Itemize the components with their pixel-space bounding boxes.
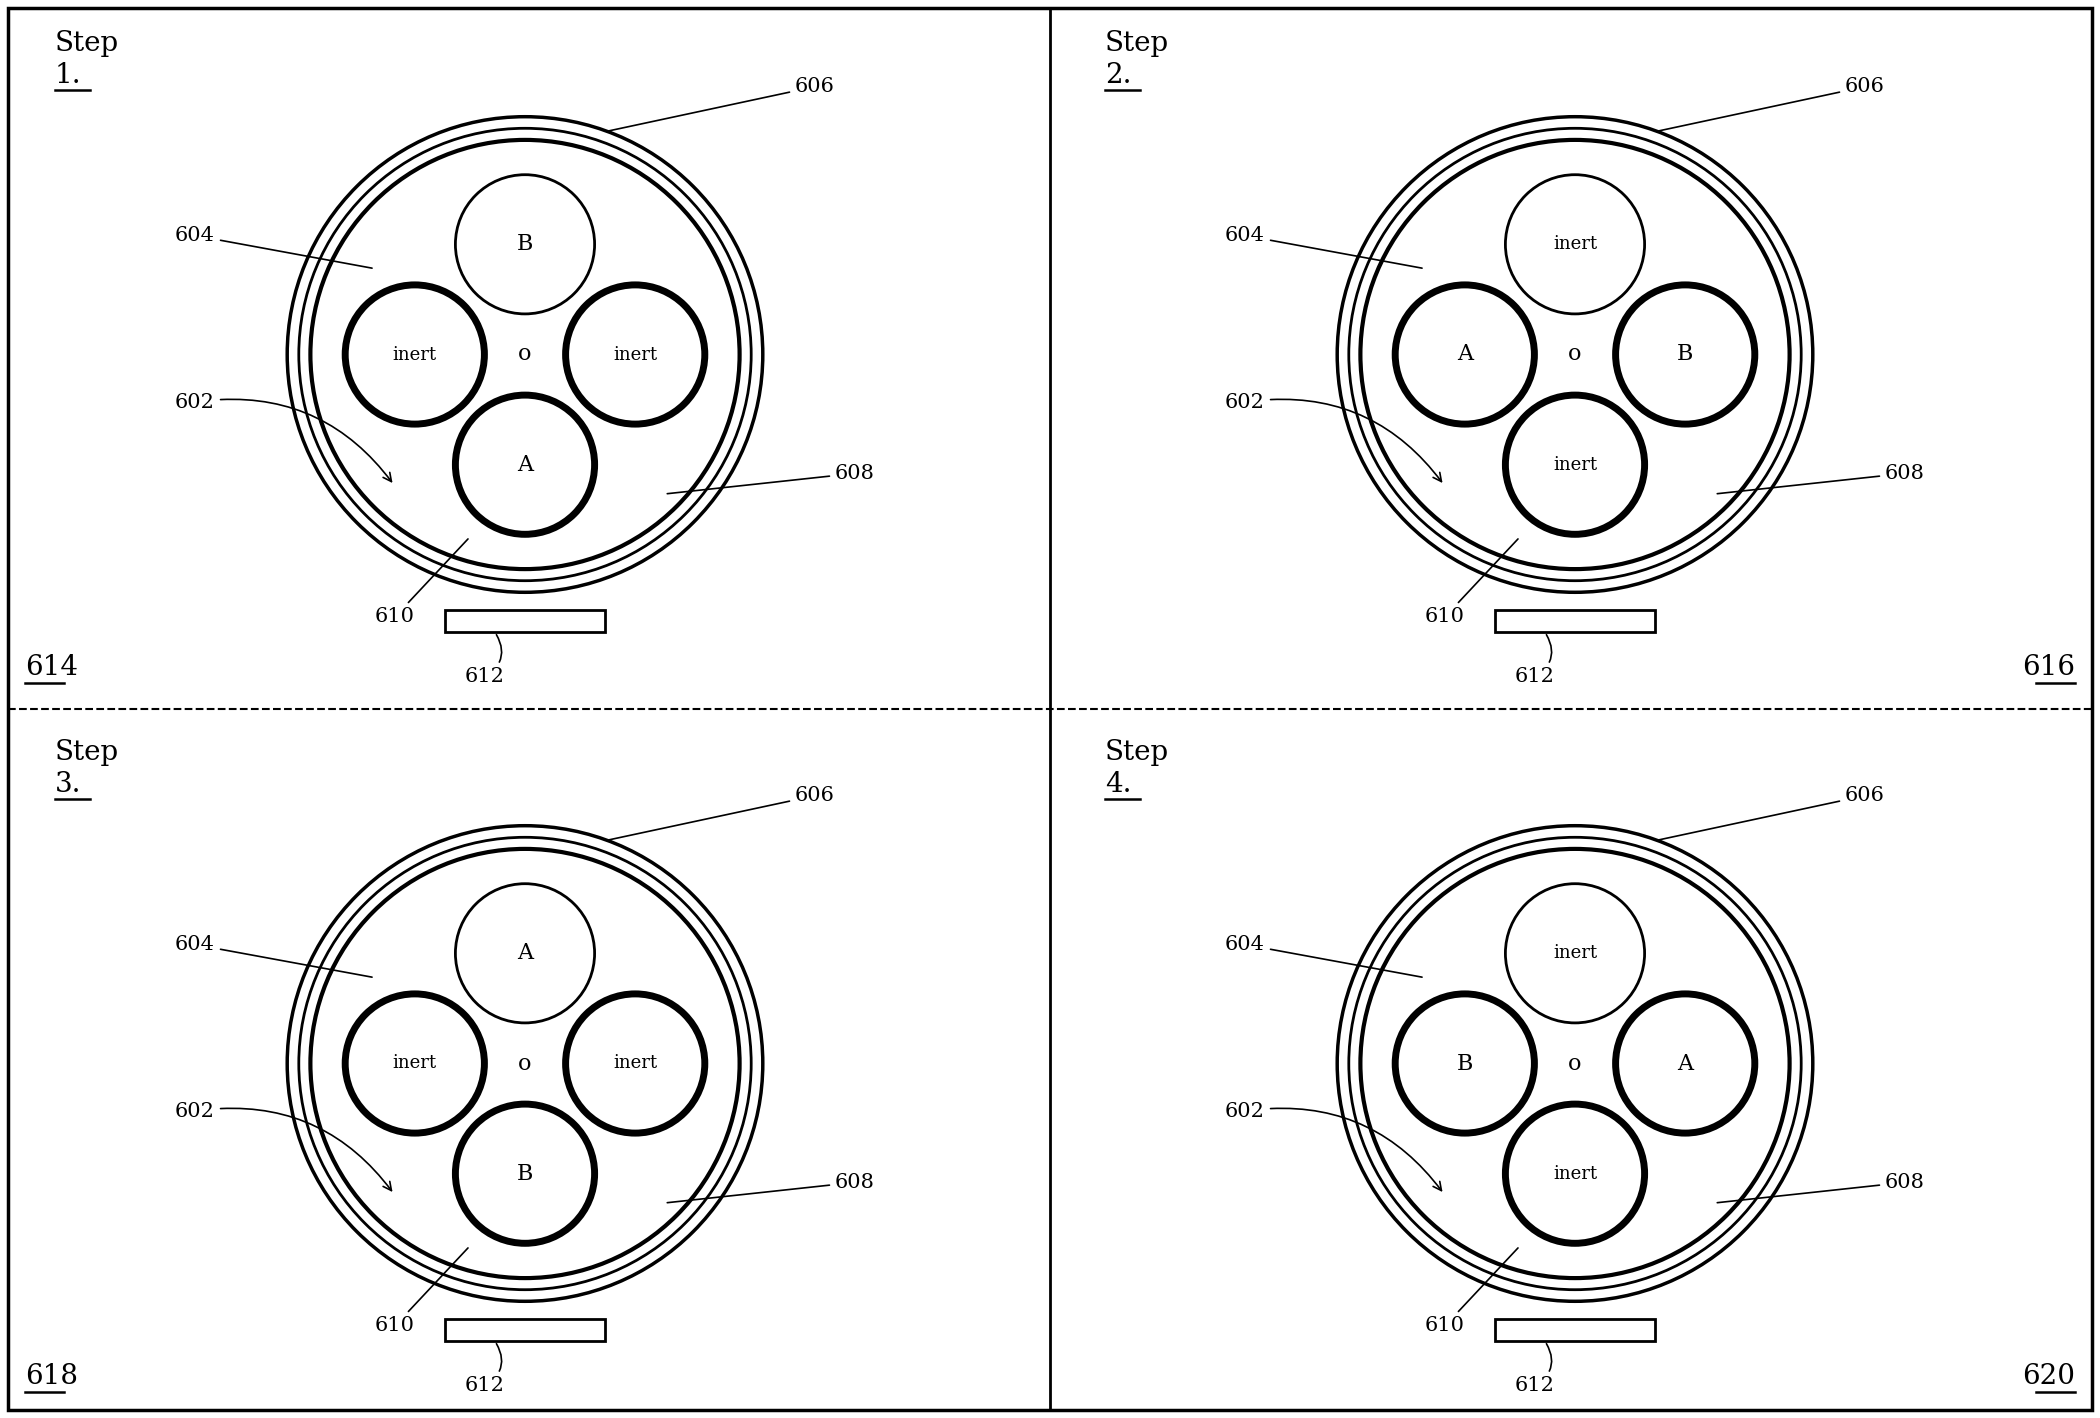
- Circle shape: [565, 285, 706, 424]
- Text: Step: Step: [55, 30, 120, 57]
- Text: 604: 604: [1224, 225, 1422, 268]
- Text: 616: 616: [2022, 654, 2075, 681]
- Text: 606: 606: [1657, 77, 1886, 130]
- Bar: [445, 1319, 605, 1341]
- Text: 614: 614: [25, 654, 78, 681]
- Text: o: o: [519, 343, 531, 366]
- Circle shape: [456, 174, 594, 313]
- Text: 620: 620: [2022, 1363, 2075, 1390]
- Circle shape: [298, 837, 752, 1290]
- Bar: [1495, 610, 1655, 632]
- Circle shape: [1615, 285, 1756, 424]
- Bar: [445, 610, 605, 632]
- Text: 606: 606: [607, 786, 836, 839]
- Text: 608: 608: [1718, 1173, 1926, 1202]
- Text: Step: Step: [1105, 739, 1170, 766]
- Circle shape: [456, 396, 594, 535]
- Text: 602: 602: [174, 393, 391, 482]
- Text: 606: 606: [1657, 786, 1886, 839]
- Circle shape: [1506, 396, 1644, 535]
- Circle shape: [344, 994, 485, 1133]
- Text: 606: 606: [607, 77, 836, 130]
- Text: 1.: 1.: [55, 62, 82, 89]
- Text: 602: 602: [1224, 393, 1441, 482]
- Text: 608: 608: [668, 464, 876, 493]
- Text: 610: 610: [376, 539, 468, 627]
- Text: 610: 610: [1426, 539, 1518, 627]
- Circle shape: [1348, 128, 1802, 581]
- Text: inert: inert: [393, 346, 437, 363]
- Circle shape: [1394, 285, 1535, 424]
- Text: A: A: [517, 943, 533, 964]
- Text: 2.: 2.: [1105, 62, 1132, 89]
- Text: o: o: [1569, 343, 1581, 366]
- Text: B: B: [1678, 343, 1693, 366]
- Circle shape: [456, 1105, 594, 1244]
- Text: inert: inert: [393, 1055, 437, 1072]
- Text: inert: inert: [1552, 1164, 1598, 1183]
- Text: 610: 610: [376, 1248, 468, 1336]
- Text: 612: 612: [1514, 635, 1554, 686]
- Text: B: B: [1457, 1052, 1472, 1075]
- Text: 608: 608: [668, 1173, 876, 1202]
- Text: inert: inert: [613, 1055, 657, 1072]
- Text: 608: 608: [1718, 464, 1926, 493]
- Text: 618: 618: [25, 1363, 78, 1390]
- Circle shape: [298, 128, 752, 581]
- Circle shape: [1615, 994, 1756, 1133]
- Bar: [1495, 1319, 1655, 1341]
- Circle shape: [1506, 174, 1644, 313]
- Text: 612: 612: [1514, 1344, 1554, 1395]
- Circle shape: [344, 285, 485, 424]
- Text: 604: 604: [1224, 934, 1422, 977]
- Circle shape: [1506, 883, 1644, 1022]
- Text: A: A: [1678, 1052, 1693, 1075]
- Text: Step: Step: [1105, 30, 1170, 57]
- Text: Step: Step: [55, 739, 120, 766]
- Circle shape: [565, 994, 706, 1133]
- Text: 612: 612: [464, 635, 504, 686]
- Text: 604: 604: [174, 934, 372, 977]
- Text: B: B: [517, 234, 533, 255]
- Text: A: A: [1457, 343, 1472, 366]
- Text: 604: 604: [174, 225, 372, 268]
- Text: 602: 602: [1224, 1102, 1441, 1191]
- Text: inert: inert: [1552, 235, 1598, 254]
- Text: o: o: [1569, 1052, 1581, 1075]
- Text: inert: inert: [613, 346, 657, 363]
- Circle shape: [1506, 1105, 1644, 1244]
- Text: B: B: [517, 1163, 533, 1184]
- Text: o: o: [519, 1052, 531, 1075]
- Text: 3.: 3.: [55, 771, 82, 798]
- Circle shape: [1394, 994, 1535, 1133]
- Text: A: A: [517, 454, 533, 475]
- Circle shape: [1348, 837, 1802, 1290]
- Circle shape: [456, 883, 594, 1022]
- Text: inert: inert: [1552, 944, 1598, 963]
- Text: 612: 612: [464, 1344, 504, 1395]
- Text: 4.: 4.: [1105, 771, 1132, 798]
- Text: 602: 602: [174, 1102, 391, 1191]
- Text: 610: 610: [1426, 1248, 1518, 1336]
- Text: inert: inert: [1552, 455, 1598, 474]
